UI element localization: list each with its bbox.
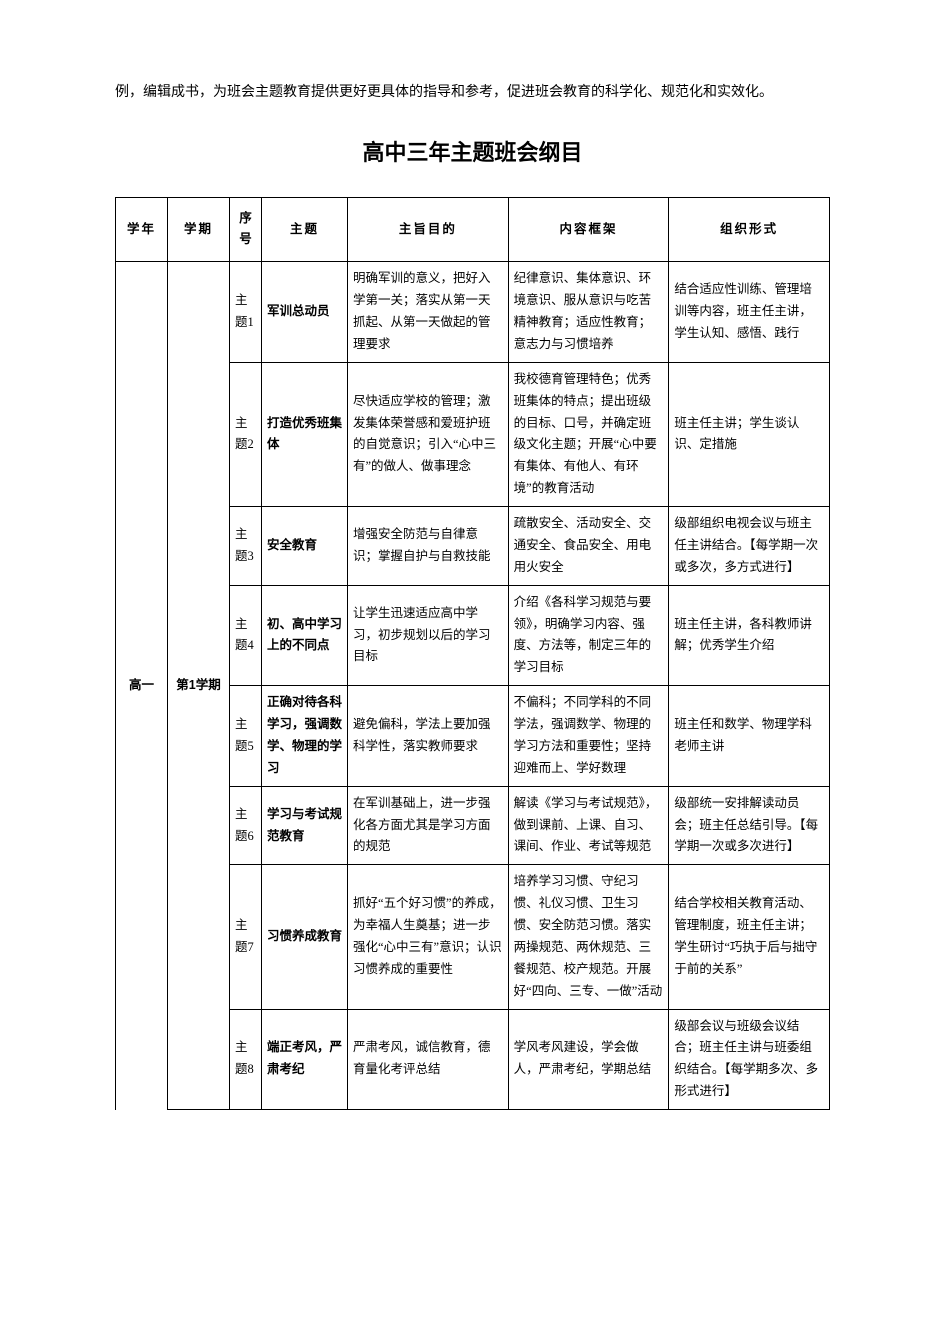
form-cell: 班主任主讲，各科教师讲解；优秀学生介绍 [669, 585, 830, 686]
header-form: 组织形式 [669, 197, 830, 262]
form-cell: 级部统一安排解读动员会；班主任总结引导。【每学期一次或多次进行】 [669, 786, 830, 865]
semester-cell: 第1学期 [168, 262, 230, 1110]
seq-cell: 主题3 [230, 507, 262, 586]
topic-cell: 学习与考试规范教育 [262, 786, 348, 865]
topic-cell: 习惯养成教育 [262, 865, 348, 1009]
header-purpose: 主旨目的 [348, 197, 509, 262]
seq-cell: 主题1 [230, 262, 262, 363]
curriculum-table: 学年 学期 序号 主题 主旨目的 内容框架 组织形式 高一 第1学期 主题1 军… [115, 197, 830, 1111]
form-cell: 级部会议与班级会议结合；班主任主讲与班委组织结合。【每学期多次、多形式进行】 [669, 1009, 830, 1110]
purpose-cell: 严肃考风，诚信教育，德育量化考评总结 [348, 1009, 509, 1110]
header-semester: 学期 [168, 197, 230, 262]
table-header-row: 学年 学期 序号 主题 主旨目的 内容框架 组织形式 [116, 197, 830, 262]
framework-cell: 介绍《各科学习规范与要领》，明确学习内容、强度、方法等，制定三年的学习目标 [508, 585, 669, 686]
purpose-cell: 让学生迅速适应高中学习，初步规划以后的学习目标 [348, 585, 509, 686]
form-cell: 班主任和数学、物理学科老师主讲 [669, 686, 830, 787]
purpose-cell: 明确军训的意义，把好入学第一关；落实从第一天抓起、从第一天做起的管理要求 [348, 262, 509, 363]
purpose-cell: 增强安全防范与自律意识；掌握自护与自救技能 [348, 507, 509, 586]
seq-cell: 主题7 [230, 865, 262, 1009]
topic-cell: 正确对待各科学习，强调数学、物理的学习 [262, 686, 348, 787]
topic-cell: 安全教育 [262, 507, 348, 586]
purpose-cell: 尽快适应学校的管理；激发集体荣誉感和爱班护班的自觉意识；引入“心中三有”的做人、… [348, 362, 509, 506]
form-cell: 结合学校相关教育活动、管理制度，班主任主讲；学生研讨“巧执于后与拙守于前的关系” [669, 865, 830, 1009]
framework-cell: 解读《学习与考试规范》，做到课前、上课、自习、课间、作业、考试等规范 [508, 786, 669, 865]
document-title: 高中三年主题班会纲目 [115, 135, 830, 167]
topic-cell: 初、高中学习上的不同点 [262, 585, 348, 686]
purpose-cell: 抓好“五个好习惯”的养成，为幸福人生奠基；进一步强化“心中三有”意识；认识习惯养… [348, 865, 509, 1009]
seq-cell: 主题5 [230, 686, 262, 787]
form-cell: 班主任主讲；学生谈认识、定措施 [669, 362, 830, 506]
intro-paragraph: 例，编辑成书，为班会主题教育提供更好更具体的指导和参考，促进班会教育的科学化、规… [115, 80, 830, 107]
table-row: 高一 第1学期 主题1 军训总动员 明确军训的意义，把好入学第一关；落实从第一天… [116, 262, 830, 363]
form-cell: 结合适应性训练、管理培训等内容，班主任主讲，学生认知、感悟、践行 [669, 262, 830, 363]
framework-cell: 培养学习习惯、守纪习惯、礼仪习惯、卫生习惯、安全防范习惯。落实两操规范、两休规范… [508, 865, 669, 1009]
seq-cell: 主题2 [230, 362, 262, 506]
framework-cell: 不偏科；不同学科的不同学法，强调数学、物理的学习方法和重要性；坚持迎难而上、学好… [508, 686, 669, 787]
purpose-cell: 在军训基础上，进一步强化各方面尤其是学习方面的规范 [348, 786, 509, 865]
form-cell: 级部组织电视会议与班主任主讲结合。【每学期一次或多次，多方式进行】 [669, 507, 830, 586]
header-topic: 主题 [262, 197, 348, 262]
purpose-cell: 避免偏科，学法上要加强科学性，落实教师要求 [348, 686, 509, 787]
topic-cell: 军训总动员 [262, 262, 348, 363]
header-seq: 序号 [230, 197, 262, 262]
seq-cell: 主题8 [230, 1009, 262, 1110]
header-year: 学年 [116, 197, 168, 262]
topic-cell: 打造优秀班集体 [262, 362, 348, 506]
header-framework: 内容框架 [508, 197, 669, 262]
seq-cell: 主题4 [230, 585, 262, 686]
framework-cell: 纪律意识、集体意识、环境意识、服从意识与吃苦精神教育；适应性教育；意志力与习惯培… [508, 262, 669, 363]
seq-cell: 主题6 [230, 786, 262, 865]
year-cell: 高一 [116, 262, 168, 1110]
framework-cell: 疏散安全、活动安全、交通安全、食品安全、用电用火安全 [508, 507, 669, 586]
topic-cell: 端正考风，严肃考纪 [262, 1009, 348, 1110]
framework-cell: 学风考风建设，学会做人，严肃考纪，学期总结 [508, 1009, 669, 1110]
framework-cell: 我校德育管理特色；优秀班集体的特点；提出班级的目标、口号，并确定班级文化主题；开… [508, 362, 669, 506]
